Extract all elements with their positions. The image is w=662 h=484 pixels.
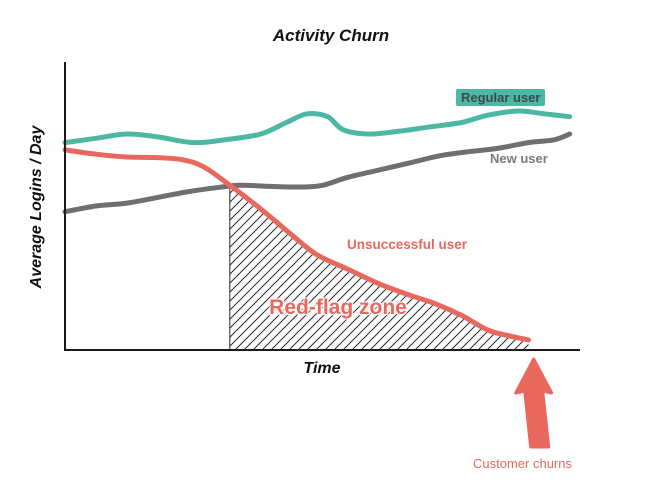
new-user-label: New user	[490, 151, 548, 166]
customer-churns-arrow-icon	[514, 357, 554, 449]
y-axis-label: Average Logins / Day	[28, 125, 45, 289]
chart-title: Activity Churn	[272, 26, 390, 45]
unsuccessful-user-line	[62, 147, 531, 343]
regular-user-line	[62, 108, 573, 146]
customer-churns-label: Customer churns	[473, 456, 572, 471]
red-flag-zone-area	[229, 185, 529, 350]
x-axis-label: Time	[303, 360, 341, 377]
axes	[64, 62, 580, 351]
new-user-line	[62, 131, 573, 215]
unsuccessful-user-label: Unsuccessful user	[347, 237, 468, 252]
red-flag-zone-label: Red-flag zone	[269, 296, 407, 319]
regular-user-label: Regular user	[456, 89, 546, 106]
